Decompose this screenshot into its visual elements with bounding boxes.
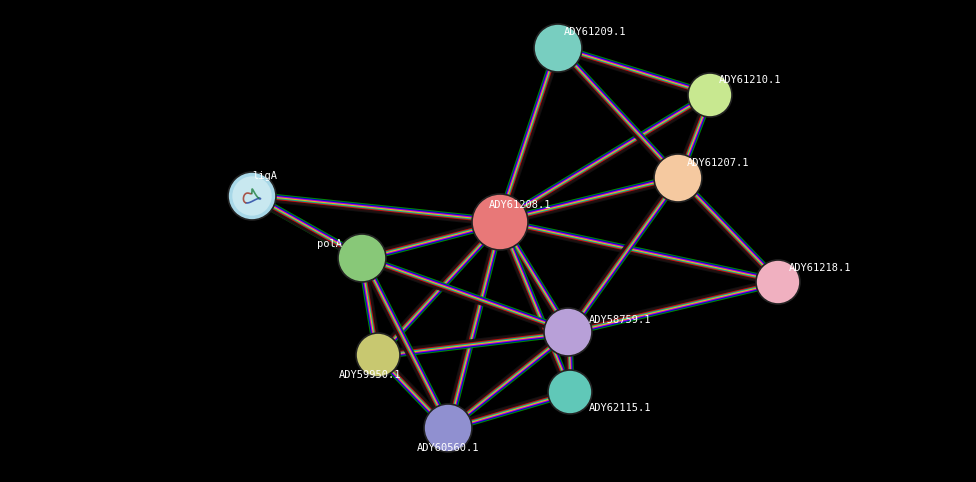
Text: polA: polA [317,239,343,249]
Circle shape [232,176,271,215]
Circle shape [534,24,582,72]
Circle shape [688,73,732,117]
Circle shape [356,333,400,377]
Text: ADY60560.1: ADY60560.1 [417,443,479,453]
Circle shape [338,234,386,282]
Circle shape [228,172,276,220]
Circle shape [756,260,800,304]
Circle shape [654,154,702,202]
Text: ligA: ligA [253,171,277,181]
Circle shape [424,404,472,452]
Text: ADY61218.1: ADY61218.1 [789,263,851,273]
Text: ADY61208.1: ADY61208.1 [489,200,551,210]
Text: ADY61210.1: ADY61210.1 [718,75,781,85]
Text: ADY59950.1: ADY59950.1 [339,370,401,380]
Text: ADY61207.1: ADY61207.1 [687,158,750,168]
Text: ADY61209.1: ADY61209.1 [564,27,627,37]
Text: ADY58759.1: ADY58759.1 [589,315,651,325]
Circle shape [548,370,592,414]
Circle shape [544,308,592,356]
Circle shape [472,194,528,250]
Text: ADY62115.1: ADY62115.1 [589,403,651,413]
